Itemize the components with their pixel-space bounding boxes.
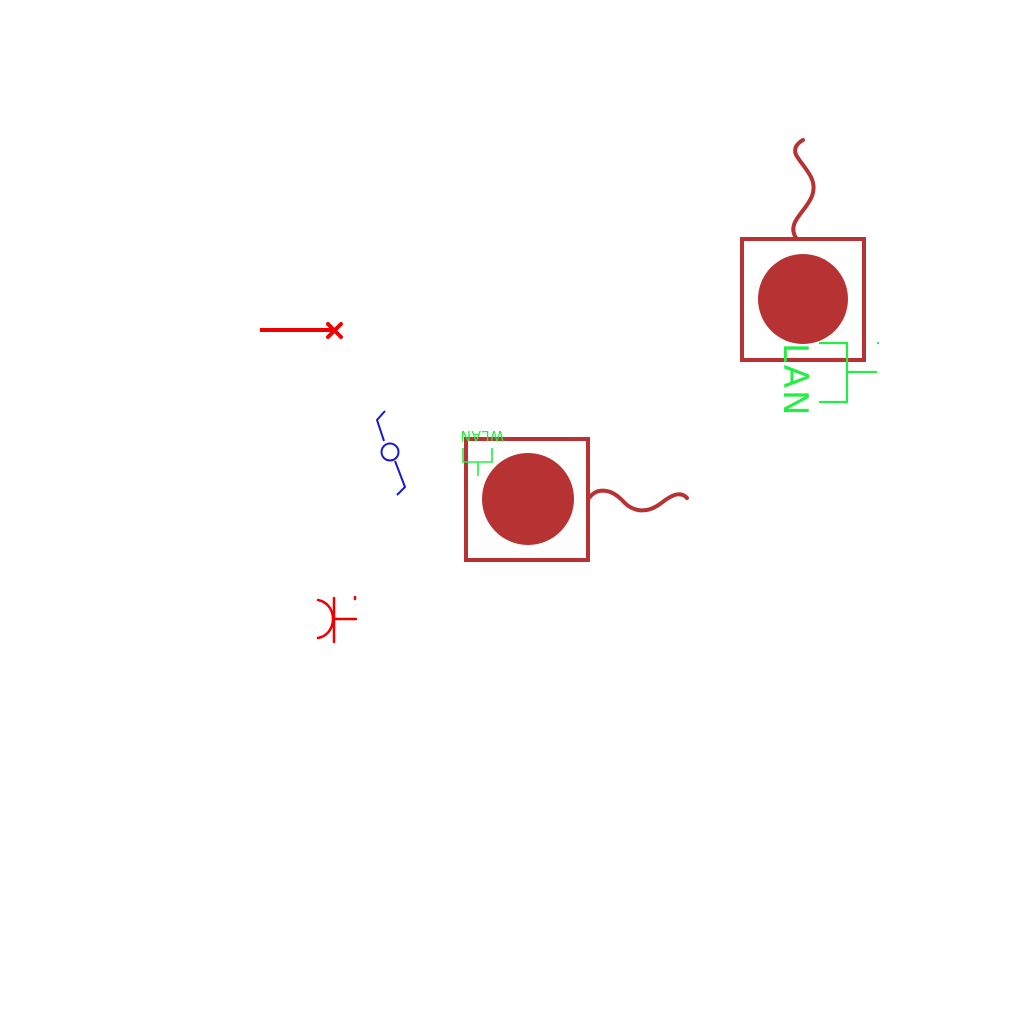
network-device-icon (758, 254, 848, 344)
lan-label-bracket (819, 341, 880, 404)
link-switch-icon (375, 410, 407, 496)
wireless-antenna-icon (587, 488, 689, 513)
cable-end-cross (326, 322, 343, 339)
socket-connector-icon (316, 595, 358, 644)
cable-terminator-icon (260, 322, 343, 339)
device-center: WLAN (460, 427, 689, 562)
network-device-icon (482, 453, 574, 545)
wlan-label-bracket (462, 448, 493, 476)
device-label-wlan: WLAN (460, 427, 504, 443)
device-box (740, 237, 866, 362)
device-label-lan: LAN (775, 343, 815, 417)
device-top-right: LAN (740, 138, 880, 417)
wireless-antenna-icon (791, 138, 816, 240)
